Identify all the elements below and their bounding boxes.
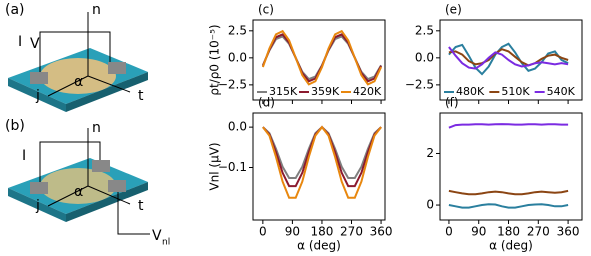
panel-label: (f) — [445, 96, 459, 110]
series-line — [261, 35, 382, 81]
series-line — [448, 48, 569, 67]
contact — [92, 160, 110, 172]
label: nl — [162, 238, 170, 248]
axes-frame — [252, 19, 386, 101]
y-tick-label: −2.5 — [218, 77, 247, 91]
t-arrow — [87, 75, 131, 93]
x-tick-label: 0 — [259, 225, 267, 239]
series-line — [448, 203, 569, 209]
film — [40, 168, 116, 204]
x-tick-label: 90 — [471, 225, 486, 239]
contact — [108, 180, 126, 192]
x-tick-label: 0 — [445, 225, 453, 239]
panel-label: (c) — [258, 3, 274, 17]
t-arrow — [87, 185, 131, 205]
y-tick-label: 0 — [426, 198, 434, 212]
contact — [30, 72, 48, 84]
x-tick-label: 360 — [370, 225, 393, 239]
substrate-side — [8, 188, 66, 222]
legend-label: 540K — [547, 85, 576, 98]
label: n — [92, 120, 101, 136]
series-line — [448, 123, 569, 129]
legend-label: 420K — [353, 85, 382, 98]
y-tick-label: 2.5 — [228, 23, 247, 37]
label: α — [74, 74, 83, 90]
label: V — [30, 36, 40, 52]
series-line — [448, 189, 569, 196]
schematic-a: (a) n I V t j α — [5, 2, 148, 112]
axes-frame — [252, 112, 386, 221]
label: j — [35, 198, 40, 214]
series-line — [261, 29, 383, 86]
y-tick-label: 0.0 — [228, 50, 247, 64]
substrate-side — [66, 182, 148, 222]
y-tick-label: 0.0 — [415, 50, 434, 64]
substrate-side — [8, 78, 66, 112]
x-tick-label: 90 — [285, 225, 300, 239]
y-tick-label: 0.0 — [228, 120, 247, 134]
y-tick-label: 2.5 — [415, 23, 434, 37]
x-tick-label: 180 — [497, 225, 520, 239]
contact — [108, 62, 126, 74]
x-tick-label: 360 — [557, 225, 580, 239]
substrate-side — [66, 72, 148, 112]
legend-label: 480K — [456, 85, 485, 98]
label: α — [74, 184, 83, 200]
y-tick-label: −0.1 — [218, 160, 247, 174]
label: t — [138, 198, 144, 214]
x-tick-label: 180 — [311, 225, 334, 239]
panel-label: (d) — [258, 96, 275, 110]
x-axis-label: α (deg) — [297, 239, 341, 253]
legend-label: 359K — [311, 85, 340, 98]
label: I — [22, 148, 26, 164]
contact — [30, 182, 48, 194]
panel-label: (e) — [445, 3, 462, 17]
panel-label: (b) — [5, 118, 25, 134]
axes-frame — [439, 112, 583, 221]
j-arrow — [47, 75, 89, 97]
label: j — [35, 88, 40, 104]
schematic-b: (b) n I V nl t j α — [5, 118, 170, 248]
x-axis-label: α (deg) — [489, 239, 533, 253]
x-tick-label: 270 — [527, 225, 550, 239]
wire — [39, 141, 101, 182]
x-tick-label: 270 — [340, 225, 363, 239]
legend-label: 510K — [501, 85, 530, 98]
series-line — [448, 46, 569, 70]
panel-label: (a) — [5, 2, 25, 18]
label: n — [92, 2, 101, 18]
wire — [39, 31, 111, 72]
j-arrow — [47, 185, 89, 207]
y-tick-label: −2.5 — [405, 77, 434, 91]
film — [40, 58, 116, 94]
label: V — [152, 228, 162, 244]
series-line — [261, 33, 382, 83]
label: I — [18, 34, 22, 50]
legend-label: 315K — [269, 85, 298, 98]
wire — [117, 192, 150, 235]
label: t — [138, 88, 144, 104]
axes-frame — [439, 19, 583, 101]
y-tick-label: 2 — [426, 146, 434, 160]
series-line — [262, 125, 382, 199]
y-axis-label: ρt/ρ0 (10⁻⁵) — [208, 24, 222, 95]
series-line — [448, 42, 569, 76]
y-axis-label: Vnl (μV) — [208, 142, 222, 190]
